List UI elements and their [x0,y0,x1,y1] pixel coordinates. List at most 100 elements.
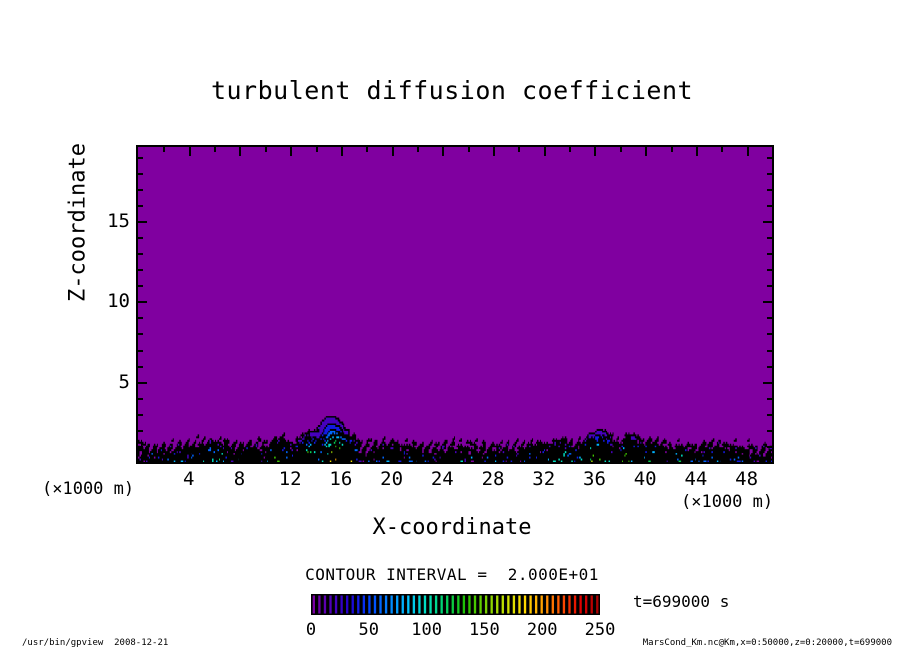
x-tick-major [189,453,191,462]
contour-field-canvas [138,147,772,462]
x-tick-label: 32 [532,468,556,490]
x-tick-label: 44 [684,468,708,490]
x-tick-label: 48 [735,468,759,490]
y-tick-minor-right [767,446,772,448]
x-tick-major-top [239,147,241,156]
x-tick-major [290,453,292,462]
x-tick-minor-top [620,147,622,152]
y-tick-minor-right [767,317,772,319]
colorbar-tick-label: 50 [358,620,380,640]
y-tick-minor-right [767,157,772,159]
x-tick-minor [417,457,419,462]
y-tick-minor-right [767,350,772,352]
y-tick-minor-right [767,253,772,255]
x-tick-minor [671,457,673,462]
x-tick-label: 4 [182,468,195,490]
x-tick-major-top [696,147,698,156]
colorbar-tick-label: 100 [411,620,442,640]
colorbar-tick-label: 0 [305,620,317,640]
x-tick-minor-top [468,147,470,152]
y-axis-title: Z-coordinate [65,143,91,302]
y-tick-minor [138,414,143,416]
y-tick-minor [138,350,143,352]
x-tick-minor [265,457,267,462]
x-tick-major [341,453,343,462]
x-tick-label: 16 [329,468,353,490]
x-tick-minor-top [265,147,267,152]
x-units-label-left: (×1000 m) [42,479,135,499]
colorbar [311,594,600,615]
y-tick-minor-right [767,173,772,175]
x-tick-label: 8 [233,468,246,490]
y-tick-minor [138,285,143,287]
x-tick-major-top [594,147,596,156]
y-tick-minor [138,333,143,335]
y-tick-minor-right [767,189,772,191]
y-tick-major [138,301,147,303]
y-tick-label: 15 [107,209,130,232]
y-tick-major-right [763,382,772,384]
x-tick-minor-top [163,147,165,152]
x-axis-title: X-coordinate [372,515,532,540]
x-tick-major-top [747,147,749,156]
y-tick-minor [138,317,143,319]
x-tick-major [493,453,495,462]
y-tick-major-right [763,221,772,223]
y-tick-minor-right [767,333,772,335]
y-tick-minor-right [767,285,772,287]
x-tick-major-top [341,147,343,156]
y-tick-minor-right [767,430,772,432]
y-tick-minor [138,366,143,368]
x-tick-major [747,453,749,462]
y-tick-minor [138,237,143,239]
x-tick-minor-top [214,147,216,152]
y-tick-label: 10 [107,290,130,313]
x-tick-minor-top [518,147,520,152]
y-tick-minor-right [767,414,772,416]
y-tick-minor [138,173,143,175]
y-tick-label: 5 [118,370,130,393]
x-tick-label: 40 [633,468,657,490]
x-tick-major-top [442,147,444,156]
x-tick-major [696,453,698,462]
contour-plot-area [136,145,774,464]
x-tick-major-top [392,147,394,156]
x-tick-label: 20 [380,468,404,490]
x-tick-major [392,453,394,462]
x-tick-minor-top [417,147,419,152]
x-tick-minor [316,457,318,462]
x-tick-major [239,453,241,462]
x-tick-major-top [290,147,292,156]
x-tick-label: 12 [278,468,302,490]
x-tick-minor [214,457,216,462]
x-tick-label: 24 [430,468,454,490]
x-tick-major [594,453,596,462]
x-tick-minor-top [316,147,318,152]
y-tick-major [138,221,147,223]
y-tick-major [138,382,147,384]
y-tick-minor-right [767,398,772,400]
y-tick-major-right [763,301,772,303]
y-tick-minor-right [767,205,772,207]
y-tick-minor [138,269,143,271]
x-tick-major-top [493,147,495,156]
footer-dataset-label: MarsCond_Km.nc@Km,x=0:50000,z=0:20000,t=… [642,638,892,648]
contour-interval-label: CONTOUR INTERVAL = 2.000E+01 [305,565,599,584]
y-tick-minor [138,189,143,191]
y-tick-minor [138,430,143,432]
colorbar-tick-label: 250 [584,620,616,640]
x-tick-minor [569,457,571,462]
footer-command-label: /usr/bin/gpview 2008-12-21 [22,638,169,648]
x-tick-minor-top [671,147,673,152]
x-tick-major [544,453,546,462]
x-tick-major [442,453,444,462]
x-tick-minor [518,457,520,462]
y-tick-minor [138,398,143,400]
x-tick-minor [620,457,622,462]
x-tick-major [645,453,647,462]
x-tick-major-top [544,147,546,156]
y-tick-minor [138,157,143,159]
y-tick-minor [138,446,143,448]
colorbar-tick-label: 150 [469,620,500,640]
x-tick-minor-top [366,147,368,152]
